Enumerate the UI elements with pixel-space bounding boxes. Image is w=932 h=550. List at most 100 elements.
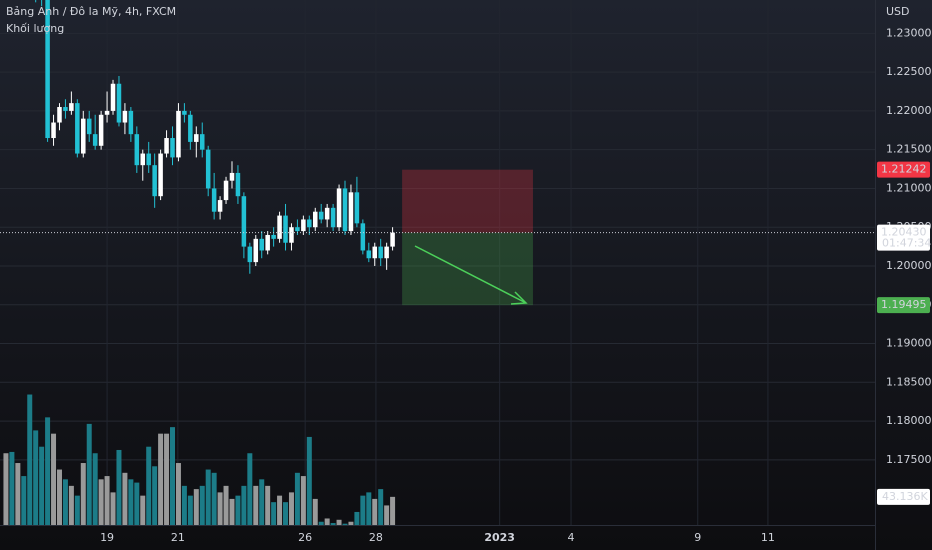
volume-bar: [223, 485, 229, 525]
x-tick-label: 26: [298, 531, 312, 544]
volume-bar: [217, 492, 223, 525]
y-tick-label: 1.17500: [886, 453, 932, 466]
candle-body: [188, 114, 193, 142]
candle-body: [211, 188, 217, 212]
candle-body: [301, 219, 306, 232]
candle-body: [384, 246, 389, 259]
chart-title: Bảng Anh / Đô la Mỹ, 4h, FXCM: [6, 5, 176, 18]
x-tick-label: 2023: [484, 531, 515, 544]
entry-label-box: [877, 224, 930, 251]
volume-bar: [164, 433, 170, 525]
y-tick-label: 1.22000: [886, 104, 932, 117]
candle-body: [324, 207, 330, 220]
y-tick-label: 1.20000: [886, 259, 932, 272]
target-label: 1.19495: [881, 298, 927, 311]
candle-body: [140, 153, 146, 166]
candle-body: [354, 192, 360, 224]
candle-body: [229, 172, 235, 181]
candle-body: [104, 110, 110, 115]
x-tick-label: 4: [568, 531, 575, 544]
volume-bar: [122, 472, 128, 525]
candle-body: [152, 165, 157, 197]
volume-bar: [140, 495, 146, 525]
volume-bar: [152, 466, 158, 525]
volume-bar: [265, 485, 271, 525]
x-tick-label: 19: [100, 531, 114, 544]
candle-body: [110, 83, 116, 111]
candle-body: [336, 188, 342, 228]
candle-body: [69, 103, 74, 111]
entry-label: 1.20430: [881, 226, 927, 239]
candle-body: [205, 149, 211, 189]
candle-body: [247, 246, 253, 263]
candle-body: [223, 180, 229, 201]
volume-bar: [39, 446, 45, 525]
candle-body: [342, 188, 348, 232]
candle-body: [378, 246, 383, 259]
y-tick-label: 1.21500: [886, 143, 932, 156]
candle-body: [86, 118, 92, 135]
volume-bar: [330, 523, 336, 525]
volume-bar: [33, 430, 39, 525]
volume-bar: [253, 485, 259, 525]
volume-bar: [372, 498, 378, 525]
volume-bar: [199, 485, 205, 525]
candle-body: [217, 200, 223, 212]
volume-label-box: [877, 488, 930, 505]
volume-bar: [193, 489, 199, 525]
volume-bar: [366, 492, 372, 525]
y-tick-label: 1.19000: [886, 337, 932, 350]
volume-bar: [235, 495, 241, 525]
candle-body: [194, 134, 199, 142]
candle-body: [98, 114, 104, 146]
volume-bar: [229, 498, 235, 525]
volume-bar: [86, 423, 92, 525]
candle-body: [277, 215, 282, 239]
candle-body: [253, 238, 259, 263]
arrow: [414, 245, 528, 305]
volume-bar: [187, 495, 193, 525]
candle-body: [176, 110, 181, 158]
volume-bar: [360, 495, 366, 525]
candle-body: [182, 110, 187, 115]
subtitle: Khối lượng: [6, 22, 64, 35]
target-zone: [402, 232, 533, 306]
volume-bar: [15, 463, 21, 525]
volume-bar: [324, 518, 330, 525]
candle-body: [146, 153, 151, 166]
volume-bar: [175, 463, 181, 525]
candle-body: [235, 172, 241, 197]
volume-bar: [312, 498, 318, 525]
x-tick-label: 21: [171, 531, 185, 544]
candle-body: [158, 153, 163, 197]
candle-body: [318, 211, 324, 220]
volume-bar: [27, 394, 33, 525]
volume-bar: [62, 479, 68, 525]
candle-body: [170, 138, 175, 158]
volume-label: 43.136K: [882, 490, 928, 503]
grid: [0, 0, 875, 525]
volume-bar: [294, 472, 300, 525]
candle-body: [390, 232, 395, 247]
volume-bar: [170, 427, 175, 525]
countdown: 01:47:34: [882, 237, 931, 250]
plot: [0, 0, 875, 525]
volume-bar: [205, 469, 211, 525]
target-label-box: [877, 297, 930, 314]
volume-bar: [45, 417, 51, 525]
volume-bar: [342, 523, 348, 525]
price-axis: 1.230001.225001.220001.215001.210001.205…: [877, 26, 932, 505]
candle-body: [366, 250, 372, 259]
candle-body: [372, 246, 378, 259]
volume-bar: [104, 476, 110, 525]
volume-bar: [354, 511, 360, 525]
x-tick-label: 11: [761, 531, 775, 544]
y-tick-label: 1.18500: [886, 375, 932, 388]
volume-bar: [146, 446, 152, 525]
candle-body: [164, 138, 169, 154]
volume-bar: [259, 479, 265, 525]
volume-bar: [271, 502, 277, 525]
